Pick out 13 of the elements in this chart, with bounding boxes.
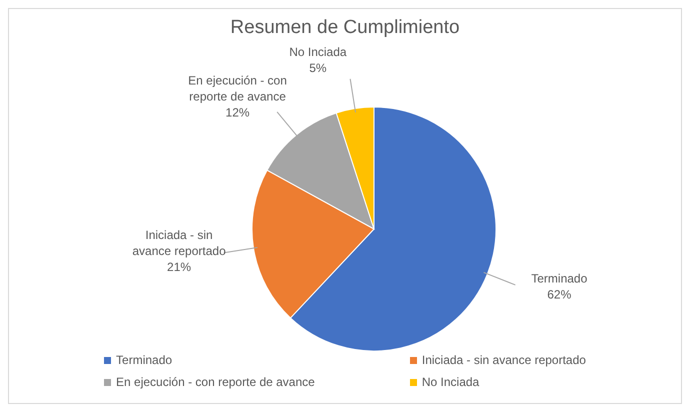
legend-label: Terminado [116,353,172,367]
data-label: 21% [167,260,192,274]
slice-label: Terminado [531,271,588,286]
legend-label: No Inciada [422,375,480,389]
slice-label: Iniciada - sin avance reportado [132,228,226,258]
chart-title: Resumen de Cumplimiento [229,17,461,39]
data-label: 62% [547,287,572,302]
legend-label: En ejecución - con reporte de avance [116,375,315,389]
data-label: 12% [226,105,250,120]
slice-label: No Inciada [289,45,347,60]
legend-label: Iniciada - sin avance reportado [422,353,586,367]
slice-label: En ejecución - con reporte de avance [188,73,287,104]
data-label: 5% [309,61,327,76]
